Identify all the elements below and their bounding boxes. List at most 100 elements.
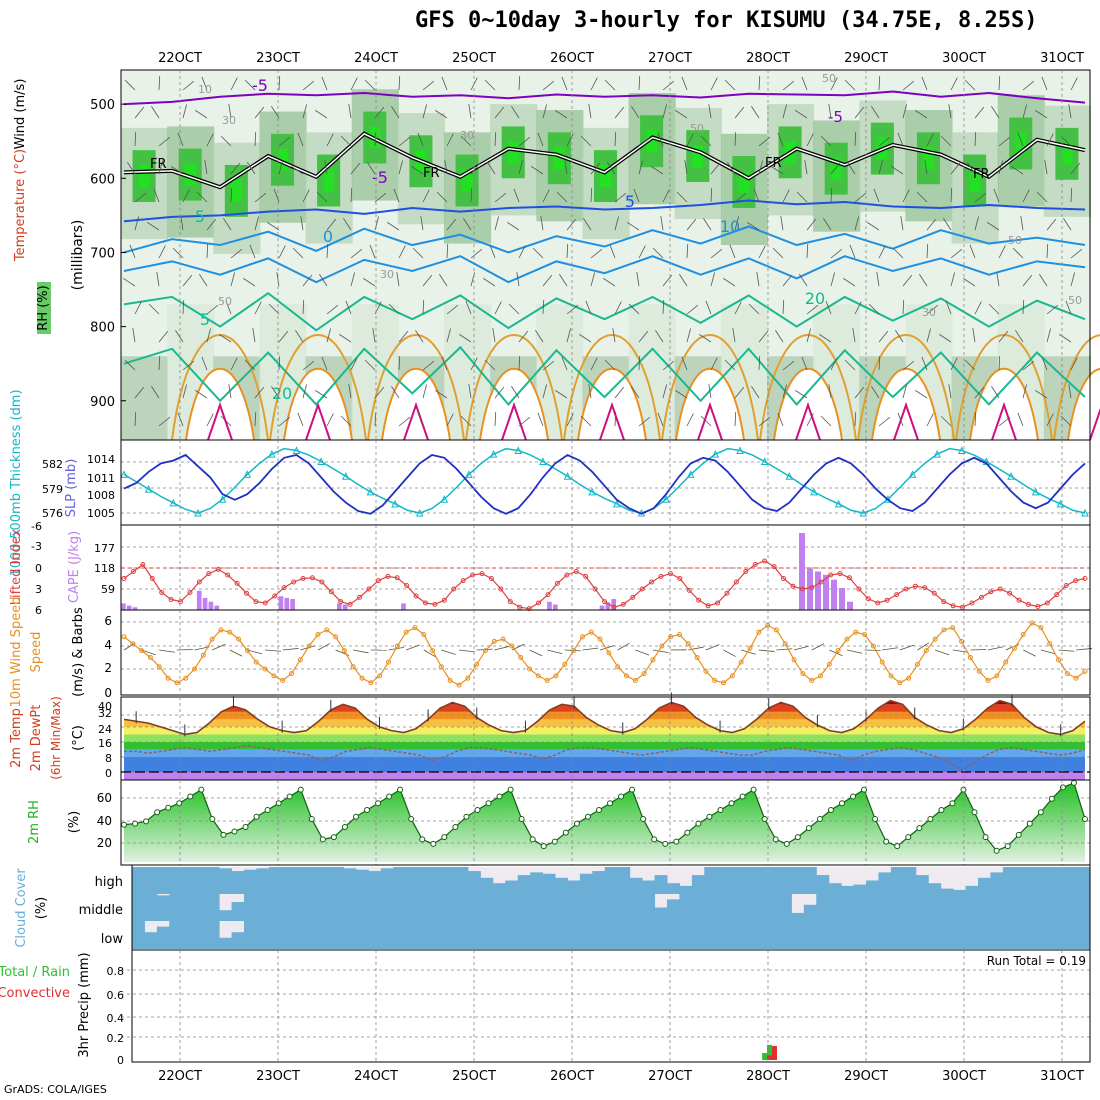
cape-bar [342,604,348,610]
wind-barb [350,77,358,91]
cloud-bar-high [156,867,170,894]
wind-speed-marker [262,666,268,672]
rh-marker [728,800,735,807]
rh-marker [1070,779,1077,786]
lifted-index-marker [846,575,852,581]
thickness-marker [1081,508,1089,517]
wind-speed-marker [606,650,612,656]
wind-barb [607,162,616,175]
wind-barb [590,162,601,175]
wind-speed-marker [527,666,533,672]
cloud-bar-low [915,921,929,949]
wind-barb [998,355,1001,371]
wind-barb [230,248,243,259]
wind-speed-marker [553,673,559,679]
wind-barb [518,75,521,91]
thickness-marker [1031,487,1040,496]
rh-marker [165,804,172,811]
wind-barb [782,189,790,203]
wind-barb [278,330,289,343]
wind-barb [758,75,761,91]
lifted-index-marker [988,589,994,595]
cloud-bar-low [754,921,768,949]
wind-barb [873,188,880,203]
cloud-bar-high [654,875,668,894]
cloud-bar-high [194,867,208,894]
lifted-index-marker [752,562,758,567]
cloud-bar-middle [480,894,494,921]
wind-barb [780,216,784,231]
wind-speed-marker [579,634,585,640]
wind-barb [748,303,760,315]
cloud-bar-high [704,867,718,894]
wind-barb [636,272,640,287]
cloud-bar-high [492,883,506,894]
cloud-bar-middle [978,894,991,921]
temp-band [124,772,1085,780]
rh-marker [1015,831,1022,838]
wind-barb [339,334,352,343]
wind-barb [614,106,625,119]
x-tick-top: 31OCT [1040,51,1084,66]
wind-barb-10m [758,649,775,652]
cape-tick: 118 [94,562,115,575]
lifted-index-marker [347,601,353,607]
wind-barb [828,384,832,399]
wind-barb [830,187,833,203]
cloud-bar-high [853,884,867,894]
wind-barb [326,328,332,343]
wind-barb [326,243,329,259]
wind-barb-10m [176,649,193,651]
isotherm-label: 20 [805,289,825,308]
wind-barb [484,359,496,371]
lifted-index-marker [941,599,947,605]
wind-barb [393,188,400,203]
cloud-bar-middle [567,894,581,921]
wind-barb [921,356,928,371]
wind-barb [825,300,832,315]
isotherm-label: 5 [195,207,205,226]
wind-speed-marker [121,634,127,640]
wind-barb [470,248,483,259]
wind-barb [806,243,809,259]
freezing-level-label: FR [973,167,990,182]
rh-band-peak [830,157,842,180]
wind-barb [703,218,712,231]
cloud-bar-high [343,868,357,894]
isotherm-line [123,255,1086,284]
rh-marker [949,800,956,807]
pressure-tick: 900 [90,395,115,410]
wind-barb [542,274,553,287]
wind-barb [627,222,640,231]
wind-barb [463,218,472,231]
wind-barb [1035,390,1048,399]
wind-barb [398,355,401,371]
wind-barb [878,136,891,147]
cloud-bar-low [716,921,730,949]
wind-barb [902,360,915,371]
lifted-index-marker [328,589,334,595]
cloud-bar-high [542,873,556,894]
wind-barb [849,244,856,259]
isotherm-label: 5 [625,192,635,211]
slp-panel-frame [120,439,1091,526]
wind-barb [652,247,664,259]
isotherm-25 [759,334,857,441]
wind-barb [878,355,881,371]
cloud-bar-middle [393,894,407,921]
wind-speed-marker [535,673,541,679]
wind-barb [795,390,808,399]
cloud-bar-middle [1052,894,1066,921]
rh-band-peak [276,148,289,171]
wind-speed-marker [870,643,876,649]
cloud-bar-high [256,868,270,894]
cape-bar [823,574,829,610]
wind-barb [206,243,209,259]
wind-barb [686,133,694,147]
cloud-bar-low [704,921,718,949]
wind-barb [470,357,478,371]
wind-speed-marker [209,636,215,642]
thickness-marker [415,508,424,517]
wind-barb [921,76,928,91]
cloud-bar-middle [206,894,220,921]
